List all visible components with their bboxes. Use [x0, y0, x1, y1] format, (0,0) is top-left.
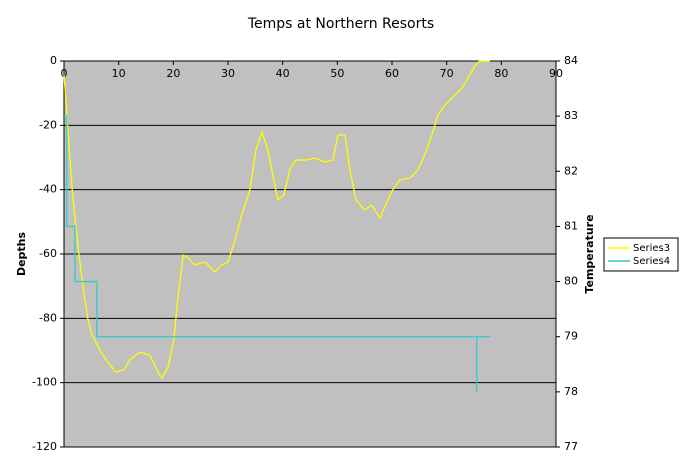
y-tick-label: -20: [39, 118, 57, 131]
y-tick-label: -80: [39, 311, 57, 324]
x-tick-label: 80: [494, 67, 508, 80]
y2-tick-label: 84: [564, 54, 578, 67]
y2-tick-label: 79: [564, 330, 578, 343]
y-tick-label: -100: [32, 376, 57, 389]
chart-title: Temps at Northern Resorts: [247, 16, 434, 32]
legend-label: Series3: [633, 243, 670, 254]
y-axis-label: Depths: [15, 232, 28, 277]
y2-tick-label: 83: [564, 109, 578, 122]
y-tick-label: -120: [32, 440, 57, 453]
y2-tick-label: 80: [564, 275, 578, 288]
y2-tick-label: 82: [564, 164, 578, 177]
y2-axis-label: Temperature: [583, 214, 596, 293]
y2-tick-label: 77: [564, 440, 578, 453]
x-tick-label: 20: [166, 67, 180, 80]
x-tick-label: 10: [112, 67, 126, 80]
series-line: [63, 60, 490, 380]
x-tick-label: 30: [221, 67, 235, 80]
y-tick-label: -60: [39, 247, 57, 260]
legend: [603, 237, 679, 272]
x-tick-label: 60: [385, 67, 399, 80]
legend-label: Series4: [633, 256, 670, 267]
y2-tick-label: 78: [564, 385, 578, 398]
y-tick-label: -40: [39, 183, 57, 196]
x-tick-label: 70: [440, 67, 454, 80]
x-tick-label: 50: [330, 67, 344, 80]
x-tick-label: 40: [276, 67, 290, 80]
y2-tick-label: 81: [564, 219, 578, 232]
y-tick-label: 0: [50, 54, 57, 67]
series-line: [64, 115, 491, 392]
